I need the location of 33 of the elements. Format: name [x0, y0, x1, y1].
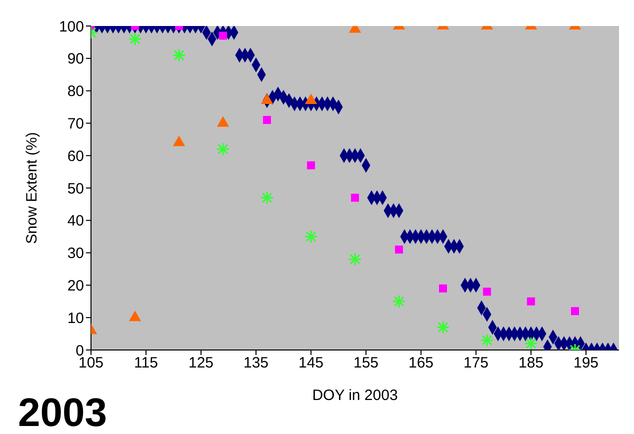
y-tick-label: 50: [67, 180, 84, 198]
point: [351, 194, 359, 202]
x-tick-label: 125: [188, 354, 214, 372]
x-tick-label: 155: [353, 354, 379, 372]
point: [571, 307, 579, 316]
x-tick-label: 115: [134, 354, 158, 372]
x-tick-label: 145: [298, 354, 324, 372]
y-tick-label: 90: [67, 50, 84, 68]
y-tick-label: 70: [67, 116, 84, 133]
x-axis-title: DOY in 2003: [312, 387, 398, 404]
point: [483, 288, 491, 296]
x-tick-label: 195: [573, 354, 599, 372]
x-tick-label: 135: [243, 354, 269, 372]
x-tick-label: 165: [408, 354, 434, 372]
y-tick-label: 40: [67, 212, 84, 230]
point: [219, 32, 227, 40]
y-tick-label: 100: [58, 18, 84, 36]
point: [128, 310, 142, 322]
point: [395, 246, 403, 254]
y-tick-label: 20: [67, 278, 84, 295]
x-tick-label: 185: [518, 354, 544, 372]
point: [527, 297, 535, 306]
x-tick-label: 105: [78, 354, 104, 372]
point: [439, 284, 447, 292]
y-tick-label: 60: [67, 148, 84, 165]
y-tick-label: 10: [67, 310, 84, 327]
point: [307, 161, 315, 170]
x-tick-label: 175: [463, 354, 489, 372]
y-axis-title: Snow Extent (%): [23, 132, 40, 244]
text: 2003: [18, 391, 107, 434]
y-tick-label: 30: [67, 245, 84, 262]
y-tick-label: 80: [67, 83, 84, 100]
point: [263, 116, 271, 124]
